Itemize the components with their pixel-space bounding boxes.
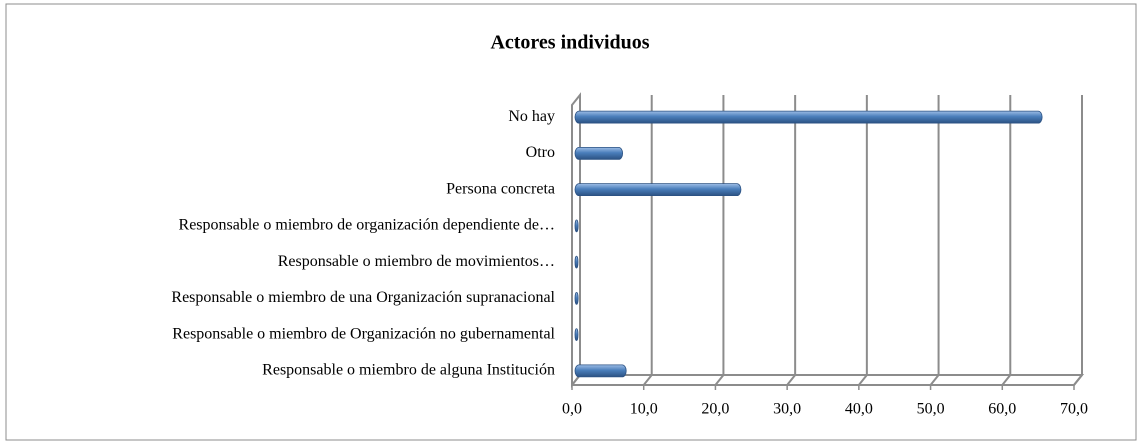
x-tick-label: 10,0 [630, 401, 658, 418]
y-tick-label: Otro [526, 144, 555, 161]
y-tick-label: Responsable o miembro de organización de… [179, 217, 555, 234]
x-tick-label: 0,0 [562, 401, 582, 418]
grid-line [1073, 95, 1083, 386]
grid-line [1001, 95, 1012, 386]
y-tick-label: Responsable o miembro de una Organizació… [171, 289, 555, 306]
x-tick-label: 60,0 [988, 401, 1016, 418]
bar [574, 364, 627, 378]
x-tick-label: 40,0 [845, 401, 873, 418]
y-tick-label: Responsable o miembro de movimientos… [278, 253, 555, 270]
y-tick-label: Persona concreta [446, 180, 555, 197]
y-tick-label: Responsable o miembro de Organización no… [172, 325, 555, 342]
chart-title: Actores individuos [490, 32, 649, 54]
bar [574, 110, 1043, 124]
x-tick-label: 20,0 [701, 401, 729, 418]
bar [574, 146, 624, 160]
bar [574, 291, 579, 305]
x-tick-label: 30,0 [773, 401, 801, 418]
bar [574, 255, 579, 269]
bar [574, 219, 579, 233]
y-tick-label: No hay [508, 108, 555, 125]
grid-line [786, 95, 797, 386]
x-tick-label: 70,0 [1060, 401, 1088, 418]
bar [574, 328, 579, 342]
grid-line [929, 95, 940, 386]
y-tick-label: Responsable o miembro de alguna Instituc… [262, 362, 555, 379]
x-tick-label: 50,0 [917, 401, 945, 418]
grid-line [858, 95, 868, 386]
bar [574, 183, 742, 197]
